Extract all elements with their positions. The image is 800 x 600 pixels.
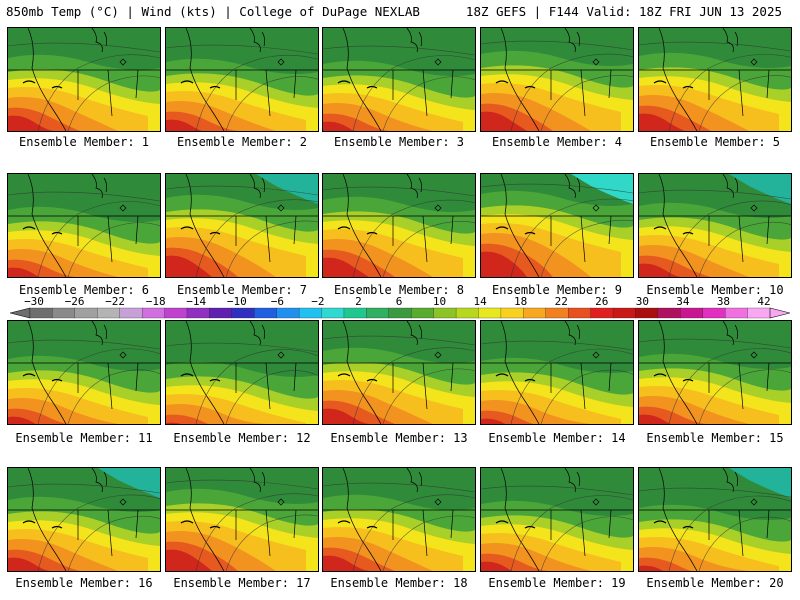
ensemble-member-map-12 (165, 320, 319, 425)
colorbar-min-arrow (10, 307, 31, 319)
ensemble-member-label: Ensemble Member: 9 (491, 283, 623, 297)
colorbar-tick-label: −10 (226, 295, 247, 308)
ensemble-member-label: Ensemble Member: 4 (491, 135, 623, 149)
colorbar-swatch (209, 307, 233, 319)
colorbar-swatch (568, 307, 592, 319)
ensemble-member-label: Ensemble Member: 2 (176, 135, 308, 149)
colorbar-swatch (702, 307, 726, 319)
ensemble-member-map-16 (7, 467, 161, 572)
ensemble-member-label: Ensemble Member: 5 (649, 135, 781, 149)
ensemble-member-label: Ensemble Member: 16 (15, 576, 153, 590)
colorbar-swatch (141, 307, 165, 319)
colorbar-tick-label: −26 (64, 295, 85, 308)
colorbar-swatch (366, 307, 390, 319)
ensemble-member-label: Ensemble Member: 3 (333, 135, 465, 149)
valid-time: 18Z GEFS | F144 Valid: 18Z FRI JUN 13 20… (465, 4, 782, 19)
colorbar-swatch (523, 307, 547, 319)
colorbar-tick-label: 6 (395, 295, 403, 308)
colorbar-tick-label: 34 (676, 295, 690, 308)
colorbar-tick-label: 14 (473, 295, 487, 308)
colorbar-swatch (545, 307, 569, 319)
colorbar-tick-label: 38 (716, 295, 731, 308)
ensemble-member-map-6 (7, 173, 161, 278)
ensemble-member-map-10 (638, 173, 792, 278)
ensemble-member-map-2 (165, 27, 319, 132)
colorbar-swatch (455, 307, 479, 319)
colorbar-swatch (29, 307, 53, 319)
ensemble-member-map-14 (480, 320, 634, 425)
colorbar-tick-label: −22 (105, 295, 126, 308)
ensemble-member-map-1 (7, 27, 161, 132)
colorbar-swatch (343, 307, 367, 319)
colorbar-swatch (500, 307, 524, 319)
colorbar-tick-label: 26 (595, 295, 609, 308)
colorbar-tick-label: −30 (24, 295, 44, 308)
ensemble-member-label: Ensemble Member: 6 (18, 283, 150, 297)
ensemble-member-label: Ensemble Member: 12 (173, 431, 311, 445)
ensemble-member-map-8 (322, 173, 476, 278)
ensemble-member-map-18 (322, 467, 476, 572)
ensemble-member-label: Ensemble Member: 1 (18, 135, 150, 149)
ensemble-member-label: Ensemble Member: 10 (646, 283, 784, 297)
ensemble-member-label: Ensemble Member: 17 (173, 576, 311, 590)
colorbar-swatch (747, 307, 771, 319)
ensemble-member-label: Ensemble Member: 18 (330, 576, 468, 590)
ensemble-member-label: Ensemble Member: 14 (488, 431, 626, 445)
ensemble-member-map-15 (638, 320, 792, 425)
ensemble-member-map-4 (480, 27, 634, 132)
ensemble-member-label: Ensemble Member: 20 (646, 576, 784, 590)
colorbar-swatch (254, 307, 278, 319)
colorbar-tick-label: −2 (311, 295, 325, 308)
ensemble-member-label: Ensemble Member: 8 (333, 283, 465, 297)
temperature-colorbar (10, 307, 790, 319)
colorbar-tick-label: 18 (514, 295, 528, 308)
colorbar-swatch (52, 307, 76, 319)
colorbar-max-arrow (769, 307, 790, 319)
ensemble-member-label: Ensemble Member: 11 (15, 431, 153, 445)
ensemble-member-map-19 (480, 467, 634, 572)
colorbar-swatch (433, 307, 457, 319)
ensemble-member-label: Ensemble Member: 7 (176, 283, 308, 297)
colorbar-swatch (231, 307, 255, 319)
colorbar-tick-label: −6 (270, 295, 284, 308)
ensemble-member-map-20 (638, 467, 792, 572)
colorbar-tick-label: −18 (145, 295, 166, 308)
ensemble-member-map-5 (638, 27, 792, 132)
colorbar-swatch (635, 307, 659, 319)
colorbar-swatch (74, 307, 98, 319)
colorbar-swatch (590, 307, 614, 319)
colorbar-tick-label: 22 (554, 295, 568, 308)
colorbar-swatch (657, 307, 681, 319)
colorbar-swatch (298, 307, 322, 319)
colorbar-swatch (97, 307, 121, 319)
ensemble-member-map-13 (322, 320, 476, 425)
ensemble-member-label: Ensemble Member: 13 (330, 431, 468, 445)
colorbar-swatch (725, 307, 749, 319)
colorbar-swatch (276, 307, 300, 319)
colorbar-tick-label: 42 (757, 295, 771, 308)
map-title: 850mb Temp (°C) | Wind (kts) | College o… (6, 4, 420, 19)
colorbar-swatch (321, 307, 345, 319)
ensemble-member-label: Ensemble Member: 19 (488, 576, 626, 590)
ensemble-member-map-11 (7, 320, 161, 425)
colorbar-swatch (164, 307, 188, 319)
colorbar-swatch (186, 307, 210, 319)
colorbar-swatch (119, 307, 143, 319)
ensemble-member-label: Ensemble Member: 15 (646, 431, 784, 445)
colorbar-swatch (680, 307, 704, 319)
colorbar-tick-label: 30 (635, 295, 649, 308)
colorbar-tick-label: −14 (186, 295, 207, 308)
ensemble-member-map-17 (165, 467, 319, 572)
colorbar-tick-label: 2 (355, 295, 362, 308)
colorbar-swatch (478, 307, 502, 319)
colorbar-swatch (612, 307, 636, 319)
ensemble-member-map-9 (480, 173, 634, 278)
colorbar-swatch (388, 307, 412, 319)
ensemble-member-map-7 (165, 173, 319, 278)
colorbar-swatch (411, 307, 435, 319)
ensemble-member-map-3 (322, 27, 476, 132)
colorbar-tick-label: 10 (432, 295, 447, 308)
colorbar-labels: −30 −26 −22 −18 −14 −10 −6 −2 2 6 10 14 18 22 26 30 34 38… (0, 296, 800, 308)
